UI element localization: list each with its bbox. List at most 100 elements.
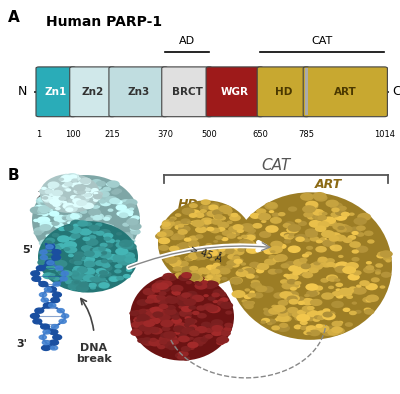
Circle shape (178, 242, 190, 249)
Circle shape (328, 325, 334, 329)
Circle shape (349, 286, 358, 291)
Circle shape (313, 261, 320, 266)
Circle shape (38, 196, 46, 201)
Circle shape (157, 345, 163, 348)
Circle shape (212, 209, 223, 216)
Circle shape (44, 189, 54, 195)
FancyBboxPatch shape (206, 67, 263, 117)
Circle shape (84, 188, 91, 192)
Circle shape (203, 219, 212, 225)
Circle shape (190, 270, 202, 277)
Circle shape (46, 233, 52, 237)
Circle shape (286, 226, 299, 234)
Circle shape (70, 286, 78, 290)
Circle shape (173, 325, 185, 333)
Circle shape (144, 341, 153, 346)
Circle shape (119, 240, 132, 247)
Circle shape (259, 231, 271, 238)
Circle shape (279, 291, 293, 299)
Circle shape (203, 280, 211, 284)
Circle shape (76, 182, 86, 188)
Circle shape (71, 271, 80, 277)
Text: active
site: active site (289, 240, 327, 262)
Circle shape (65, 207, 74, 212)
Circle shape (306, 203, 318, 210)
Circle shape (318, 211, 326, 216)
Circle shape (316, 310, 329, 318)
Circle shape (316, 324, 330, 333)
Circle shape (196, 305, 206, 311)
Circle shape (48, 222, 56, 227)
Circle shape (39, 335, 46, 339)
Circle shape (189, 213, 197, 218)
Circle shape (68, 273, 76, 278)
Circle shape (170, 340, 179, 345)
Circle shape (198, 268, 208, 274)
Circle shape (178, 224, 184, 228)
Circle shape (141, 340, 148, 344)
Circle shape (366, 294, 379, 302)
Circle shape (174, 331, 180, 335)
Text: 5': 5' (22, 245, 33, 255)
Circle shape (234, 255, 240, 258)
Circle shape (95, 232, 106, 238)
Text: HD: HD (178, 199, 198, 212)
Circle shape (137, 338, 146, 343)
Circle shape (172, 266, 182, 271)
Text: Zn3: Zn3 (36, 191, 58, 201)
Text: > 45 Å: > 45 Å (188, 245, 224, 264)
FancyBboxPatch shape (70, 67, 115, 117)
Circle shape (330, 232, 341, 239)
Circle shape (80, 230, 92, 238)
Circle shape (83, 226, 92, 231)
Circle shape (96, 238, 108, 244)
Circle shape (196, 222, 209, 229)
Circle shape (45, 238, 55, 243)
Circle shape (293, 259, 306, 267)
Circle shape (40, 221, 50, 227)
Circle shape (208, 204, 219, 211)
Circle shape (30, 206, 43, 214)
Circle shape (93, 199, 98, 202)
Circle shape (377, 251, 386, 257)
Circle shape (364, 309, 374, 315)
Circle shape (328, 311, 336, 316)
Circle shape (344, 288, 354, 294)
Circle shape (107, 225, 114, 229)
Circle shape (107, 260, 113, 263)
Circle shape (244, 236, 254, 242)
Circle shape (186, 338, 191, 341)
Circle shape (190, 294, 201, 301)
Circle shape (276, 324, 290, 332)
Circle shape (61, 217, 72, 223)
Circle shape (74, 205, 82, 210)
Circle shape (138, 309, 150, 316)
Circle shape (253, 292, 263, 298)
Circle shape (100, 247, 106, 250)
Circle shape (216, 340, 224, 345)
Circle shape (356, 232, 364, 237)
Circle shape (283, 223, 292, 228)
Circle shape (96, 256, 110, 264)
Circle shape (146, 310, 156, 316)
Circle shape (178, 229, 188, 235)
Circle shape (42, 207, 51, 212)
Circle shape (90, 190, 101, 197)
Circle shape (177, 299, 189, 306)
Circle shape (76, 229, 87, 236)
Circle shape (33, 219, 39, 222)
Circle shape (84, 222, 92, 227)
Circle shape (175, 243, 187, 251)
Circle shape (74, 204, 84, 210)
Circle shape (365, 265, 374, 270)
Circle shape (139, 316, 145, 320)
Circle shape (161, 229, 174, 237)
FancyBboxPatch shape (36, 67, 76, 117)
Circle shape (210, 269, 220, 275)
Circle shape (120, 241, 134, 249)
Circle shape (62, 314, 69, 318)
Circle shape (56, 268, 63, 272)
Circle shape (352, 257, 360, 262)
Circle shape (215, 274, 222, 278)
Circle shape (340, 264, 347, 268)
